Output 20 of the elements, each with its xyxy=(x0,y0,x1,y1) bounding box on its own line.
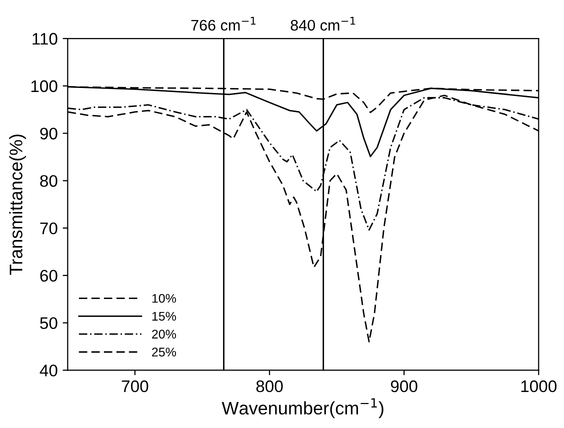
legend-label: 25% xyxy=(152,348,176,356)
y-tick-label: 70 xyxy=(40,222,58,234)
x-tick-label: 700 xyxy=(122,380,148,392)
legend-label: 15% xyxy=(152,312,176,321)
ref-line-label: 766 cm$^{−1}$ xyxy=(191,16,256,31)
x-tick-label: 800 xyxy=(256,380,283,392)
x-tick-label: 900 xyxy=(390,380,418,392)
y-tick-label: 110 xyxy=(32,32,58,45)
y-tick-label: 90 xyxy=(40,128,58,140)
y-tick-label: 80 xyxy=(40,175,58,187)
legend-label: 10% xyxy=(152,294,176,303)
y-tick-label: 40 xyxy=(40,364,58,376)
y-axis-title: Transmittance(%) xyxy=(9,134,26,275)
y-tick-label: 50 xyxy=(40,317,58,330)
ref-line-label: 840 cm$^{−1}$ xyxy=(290,16,356,31)
y-tick-label: 60 xyxy=(40,270,58,282)
y-tick-label: 100 xyxy=(31,80,58,92)
x-tick-label: 1000 xyxy=(521,380,557,392)
legend-label: 20% xyxy=(152,330,176,339)
x-axis-title: Wavenumber(cm$^{−1}$) xyxy=(222,398,384,418)
